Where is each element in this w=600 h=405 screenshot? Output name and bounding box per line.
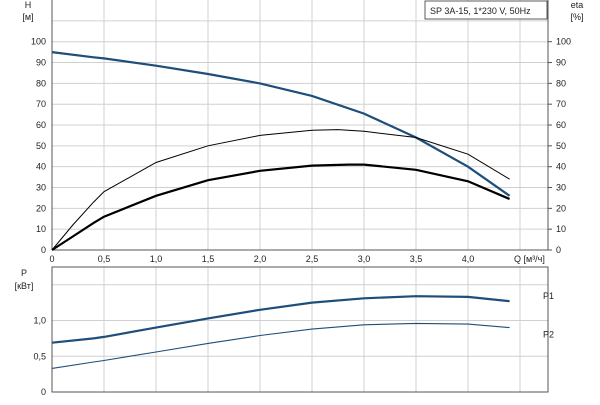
x-axis-label: Q [м³/ч] (514, 254, 545, 264)
y-axis-label-left: H (25, 0, 32, 10)
series-label-p1: P1 (543, 291, 554, 301)
y-axis-unit-right: [%] (570, 12, 583, 22)
y-tick-label-left: 90 (36, 58, 46, 68)
y-tick-label-right: 100 (556, 37, 571, 47)
y-tick-label-right: 20 (556, 203, 566, 213)
y-tick-label-left: 80 (36, 78, 46, 88)
y-tick-label-left: 60 (36, 120, 46, 130)
y-tick-label-right: 80 (556, 78, 566, 88)
x-tick-label: 0 (49, 254, 54, 264)
power-plot-frame (51, 266, 549, 393)
curve-p2 (51, 322, 510, 369)
y-tick-label-left: 20 (36, 203, 46, 213)
power-y-tick-label: 0,5 (33, 351, 46, 361)
y-tick-label-left: 30 (36, 183, 46, 193)
y-tick-label-right: 60 (556, 120, 566, 130)
x-tick-label: 3,5 (410, 254, 423, 264)
y-tick-label-left: 40 (36, 162, 46, 172)
y-tick-label-right: 10 (556, 224, 566, 234)
x-tick-label: 2,0 (254, 254, 267, 264)
x-tick-label: 2,5 (306, 254, 319, 264)
y-tick-label-left: 0 (41, 245, 46, 255)
curve-p1 (51, 295, 510, 344)
x-tick-label: 0,5 (98, 254, 111, 264)
y-tick-label-left: 100 (31, 37, 46, 47)
y-tick-label-left: 50 (36, 141, 46, 151)
curve-series-1 (51, 51, 511, 197)
y-tick-label-left: 10 (36, 224, 46, 234)
power-axis-label: P (21, 268, 27, 278)
y-axis-label-right: eta (571, 0, 584, 10)
power-y-tick-label: 1,0 (33, 316, 46, 326)
curve-series-3 (51, 163, 511, 251)
x-tick-label: 3,0 (358, 254, 371, 264)
x-tick-label: 1,0 (150, 254, 163, 264)
x-tick-label: 4,0 (462, 254, 475, 264)
y-tick-label-right: 70 (556, 99, 566, 109)
y-tick-label-right: 50 (556, 141, 566, 151)
y-tick-label-left: 70 (36, 99, 46, 109)
curve-series-2 (51, 129, 510, 251)
power-y-tick-label: 0 (41, 387, 46, 397)
x-tick-label: 1,5 (202, 254, 215, 264)
title-box (424, 0, 548, 20)
y-tick-label-right: 0 (556, 245, 561, 255)
power-axis-unit: [кВт] (15, 281, 34, 291)
chart-title: SP 3A-15, 1*230 V, 50Hz (430, 6, 531, 16)
y-tick-label-right: 90 (556, 58, 566, 68)
series-label-p2: P2 (543, 330, 554, 340)
y-tick-label-right: 40 (556, 162, 566, 172)
y-axis-unit-left: [м] (22, 12, 33, 22)
y-tick-label-right: 30 (556, 183, 566, 193)
